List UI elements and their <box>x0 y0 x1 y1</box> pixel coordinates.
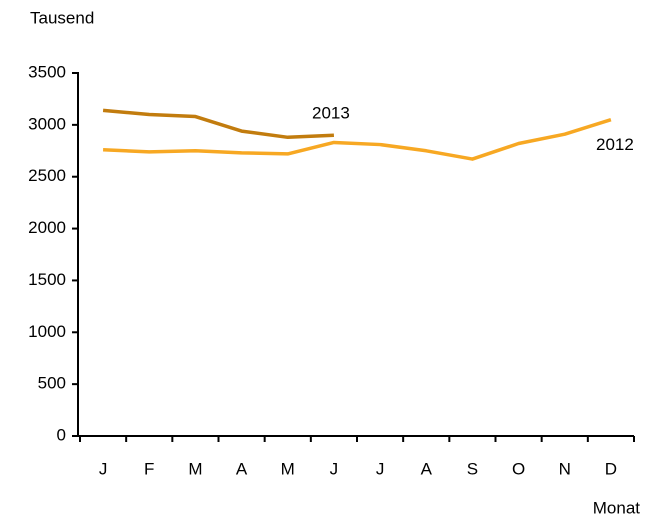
x-tick-label: J <box>99 459 108 478</box>
y-tick-label: 3500 <box>28 62 66 81</box>
x-tick-label: F <box>144 459 154 478</box>
y-tick-label: 500 <box>38 374 66 393</box>
x-tick-label: J <box>330 459 339 478</box>
x-tick-label: M <box>281 459 295 478</box>
x-tick-label: N <box>559 459 571 478</box>
y-tick-label: 3000 <box>28 114 66 133</box>
x-tick-label: D <box>605 459 617 478</box>
y-tick-label: 2500 <box>28 166 66 185</box>
x-tick-label: J <box>376 459 385 478</box>
x-tick-label: O <box>512 459 525 478</box>
series-line <box>103 118 612 161</box>
series-label: 2012 <box>596 135 634 154</box>
series-label: 2013 <box>312 104 350 123</box>
x-tick-label: M <box>188 459 202 478</box>
y-axis-label: Tausend <box>30 8 94 27</box>
series-line <box>102 108 334 140</box>
x-axis-label: Monat <box>593 498 641 517</box>
y-tick-label: 1500 <box>28 270 66 289</box>
y-tick-label: 2000 <box>28 218 66 237</box>
y-tick-label: 0 <box>57 425 66 444</box>
x-tick-label: A <box>421 459 433 478</box>
x-tick-label: A <box>236 459 248 478</box>
x-tick-label: S <box>467 459 478 478</box>
y-tick-label: 1000 <box>28 322 66 341</box>
